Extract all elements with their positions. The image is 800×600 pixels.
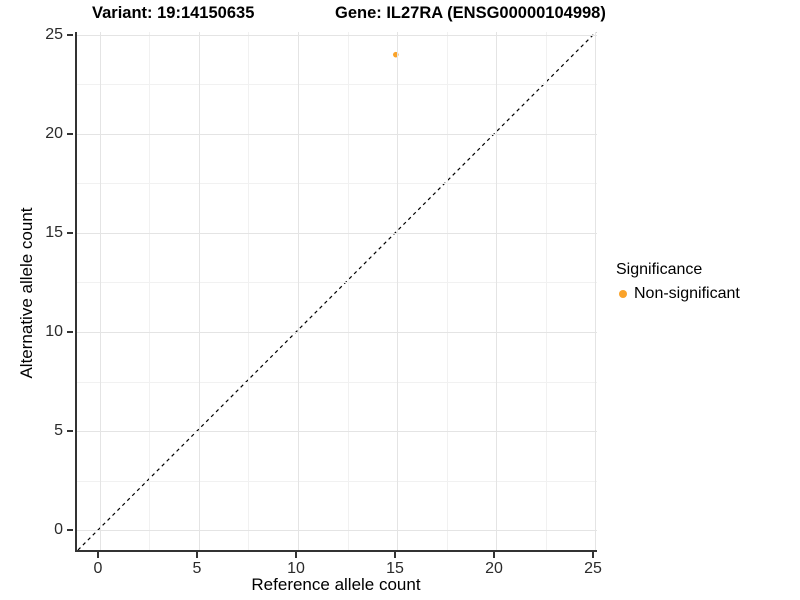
y-tick-label: 20 [45, 124, 63, 142]
y-tick-mark [67, 331, 73, 333]
y-axis-title: Alternative allele count [17, 207, 36, 379]
legend-item: Non-significant [616, 285, 800, 303]
y-tick-label: 0 [54, 521, 63, 539]
y-tick-mark [67, 529, 73, 532]
legend-point-icon [619, 290, 627, 298]
gridline-major-horizontal [77, 332, 597, 333]
gridline-major-vertical [496, 32, 498, 550]
gridline-major-vertical [297, 32, 299, 550]
gridline-major-horizontal [77, 530, 597, 532]
gridline-major-horizontal [77, 431, 597, 432]
x-tick-label: 25 [584, 560, 602, 577]
gridline-minor-horizontal [77, 183, 597, 185]
y-tick-label: 5 [54, 422, 63, 439]
x-tick-label: 5 [192, 560, 202, 577]
y-tick-label: 10 [45, 323, 63, 340]
variant-title: Variant: 19:14150635 [92, 4, 255, 22]
gridline-minor-vertical [248, 32, 250, 550]
x-axis-title: Reference allele count [251, 575, 421, 594]
gridline-minor-horizontal [77, 84, 597, 86]
x-tick-label: 20 [485, 560, 503, 577]
gridline-major-vertical [595, 32, 597, 550]
legend-item-label: Non-significant [634, 285, 740, 302]
x-tick-label: 0 [93, 560, 103, 577]
y-tick-mark [67, 430, 73, 432]
x-tick-mark [394, 552, 396, 558]
identity-line [77, 32, 597, 550]
x-tick-label: 10 [287, 560, 305, 577]
gridline-major-vertical [397, 32, 398, 550]
y-tick-label: 15 [45, 223, 63, 241]
gridline-major-vertical [198, 32, 200, 550]
x-tick-mark [592, 552, 595, 558]
plot-panel [75, 32, 597, 552]
x-tick-label: 15 [386, 560, 404, 577]
gridline-minor-vertical [149, 32, 151, 550]
gridline-minor-horizontal [77, 381, 597, 383]
gridline-major-horizontal [77, 133, 597, 135]
gene-title: Gene: IL27RA (ENSG00000104998) [335, 4, 606, 22]
plot-layer [77, 32, 597, 550]
x-tick-mark [195, 552, 198, 558]
x-tick-mark [493, 552, 496, 558]
gridline-minor-vertical [446, 32, 448, 550]
y-tick-label: 25 [45, 25, 63, 43]
gridline-minor-vertical [347, 32, 349, 550]
y-tick-mark [67, 132, 73, 135]
gridline-minor-horizontal [77, 480, 597, 482]
x-tick-mark [294, 552, 297, 558]
gridline-major-vertical [99, 32, 101, 550]
gridline-major-horizontal [77, 232, 597, 234]
y-tick-mark [67, 231, 73, 234]
gridline-minor-horizontal [77, 282, 597, 284]
x-tick-mark [96, 552, 99, 558]
y-tick-mark [67, 33, 73, 36]
gridline-minor-vertical [545, 32, 547, 550]
legend: Significance Non-significant [616, 260, 800, 303]
gridline-major-horizontal [77, 34, 597, 36]
legend-title: Significance [616, 261, 703, 278]
